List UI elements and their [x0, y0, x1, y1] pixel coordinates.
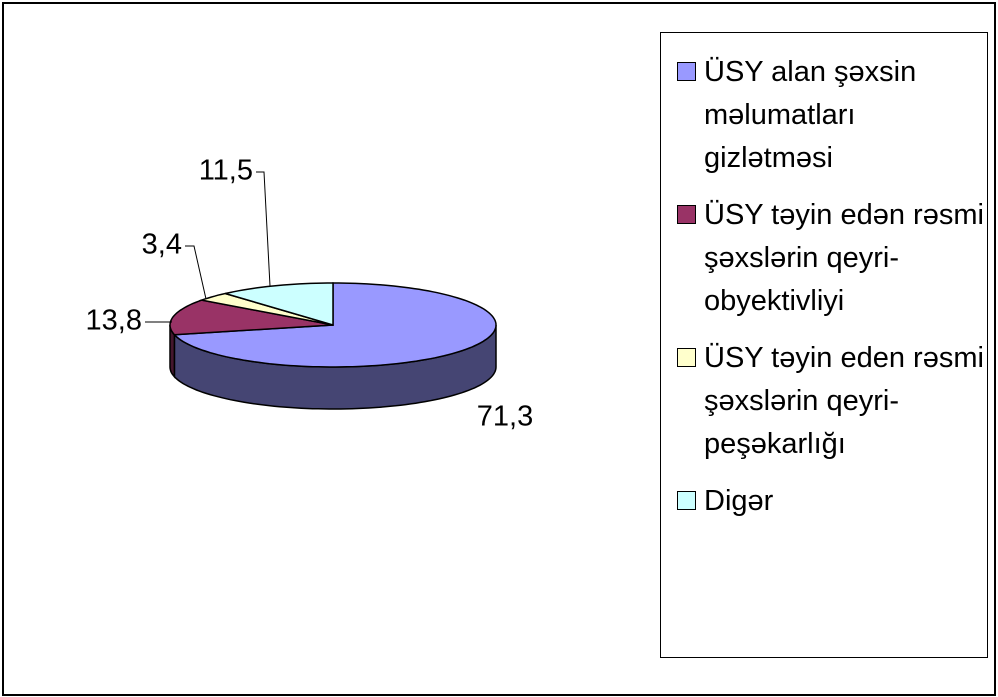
legend-swatch [677, 491, 696, 510]
leader-line [256, 171, 271, 287]
legend: ÜSY alan şəxsin məlumatları gizlətməsi ÜS… [660, 32, 988, 658]
legend-item: ÜSY alan şəxsin məlumatları gizlətməsi [677, 51, 987, 180]
legend-label: ÜSY alan şəxsin məlumatları gizlətməsi [704, 56, 917, 174]
data-label: 11,5 [199, 155, 253, 187]
legend-item: Digər [677, 480, 987, 523]
legend-swatch [677, 348, 696, 367]
data-label: 71,3 [477, 401, 533, 433]
leader-line [185, 245, 207, 300]
legend-item: ÜSY təyin eden rəsmi şəxslərin qeyri-peş… [677, 337, 987, 466]
pie-slice [172, 282, 497, 368]
legend-swatch [677, 62, 696, 81]
legend-label: Digər [704, 485, 774, 517]
legend-item: ÜSY təyin edən rəsmi şəxslərin qeyri-oby… [677, 194, 987, 323]
data-label: 3,4 [142, 229, 182, 261]
pie-slice [169, 299, 334, 336]
pie-slice [224, 282, 334, 327]
data-label: 13,8 [86, 305, 142, 337]
pie-slice [198, 292, 334, 326]
legend-label: ÜSY təyin edən rəsmi şəxslərin qeyri-oby… [704, 199, 984, 317]
legend-label: ÜSY təyin eden rəsmi şəxslərin qeyri-peş… [704, 342, 984, 460]
legend-swatch [677, 205, 696, 224]
